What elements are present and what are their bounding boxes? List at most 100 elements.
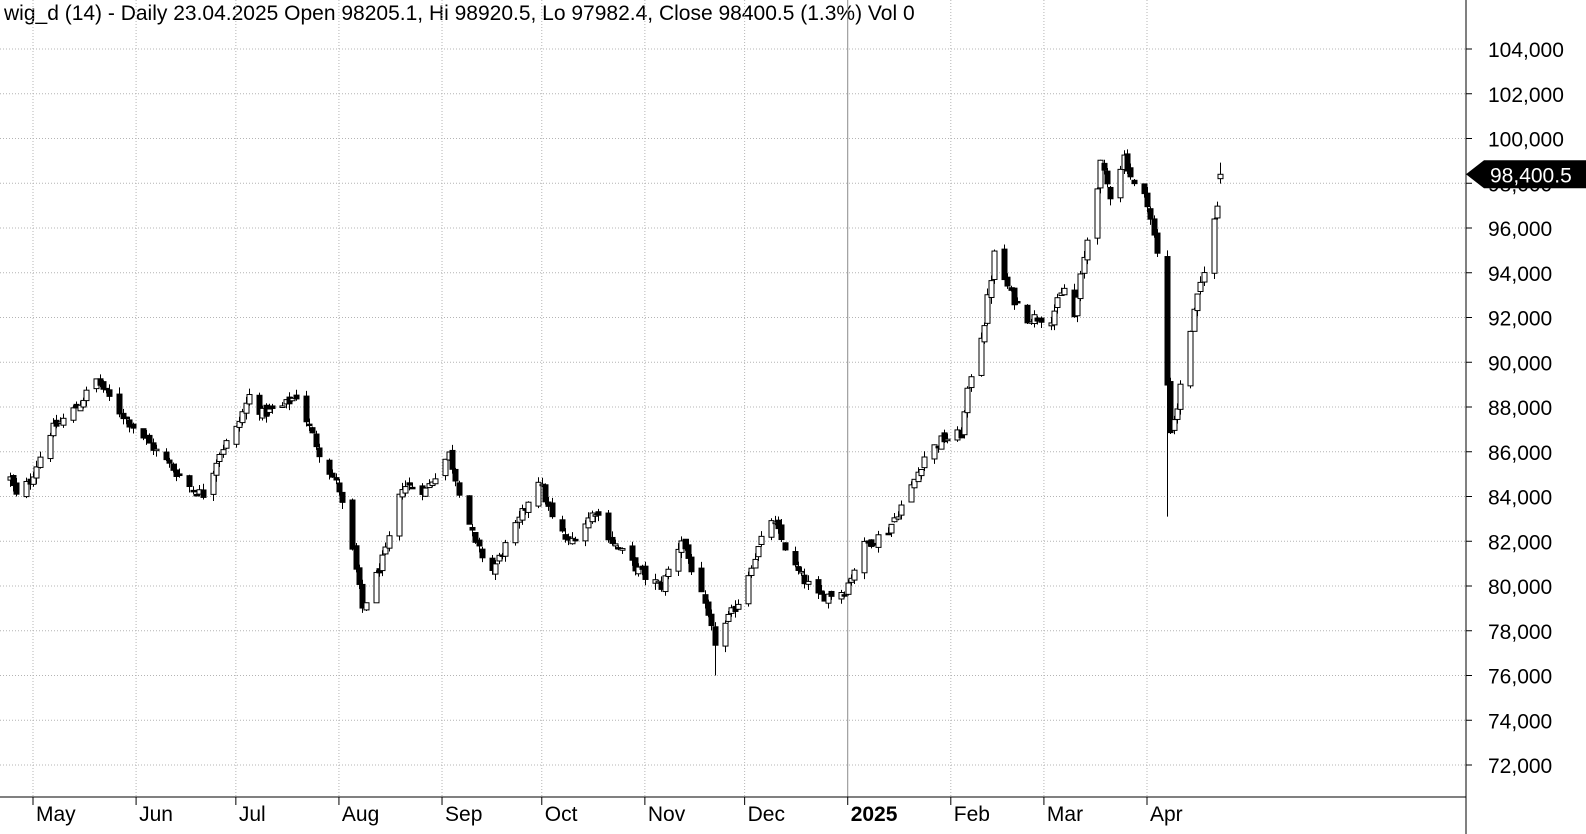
candle-body — [336, 482, 343, 493]
candle — [778, 519, 785, 543]
candle-body — [200, 489, 207, 498]
candle-body — [1101, 162, 1108, 171]
candle-body — [685, 544, 692, 559]
candle-body — [549, 502, 556, 518]
candle-body — [349, 499, 356, 550]
candle-body — [1127, 167, 1134, 178]
candle-body — [60, 417, 67, 426]
candle-body — [585, 517, 592, 529]
candle — [688, 553, 695, 575]
y-tick-label: 74,000 — [1488, 710, 1552, 733]
candle-layer — [7, 149, 1224, 676]
candle-body — [944, 438, 951, 442]
candle — [722, 620, 729, 653]
candle — [988, 275, 995, 304]
x-tick-label: Jun — [139, 803, 173, 826]
candle — [373, 570, 380, 604]
candle-body — [1077, 273, 1084, 300]
candle-body — [170, 463, 177, 471]
candle-body — [725, 613, 732, 622]
candle-body — [223, 440, 230, 449]
candle-body — [609, 536, 616, 544]
candle-body — [246, 394, 253, 405]
candle-body — [386, 535, 393, 549]
candle — [745, 571, 752, 607]
candle-body — [745, 575, 752, 605]
candle-body — [106, 389, 113, 397]
candle — [898, 500, 905, 520]
candle — [708, 609, 715, 631]
candle-body — [153, 448, 160, 452]
candle — [525, 501, 532, 519]
candle-body — [289, 397, 296, 402]
candle — [968, 374, 975, 392]
candle-body — [961, 411, 968, 436]
candle — [422, 487, 429, 497]
candle — [213, 459, 220, 482]
candle — [1004, 273, 1011, 289]
y-tick-label: 84,000 — [1488, 487, 1552, 510]
candle-body — [239, 411, 246, 424]
candle-body — [931, 444, 938, 460]
grid-layer — [0, 0, 1466, 797]
candle-body — [1004, 276, 1011, 287]
candle-body — [755, 546, 762, 558]
candle-body — [792, 551, 799, 566]
candle-body — [991, 250, 998, 280]
candle — [512, 520, 519, 546]
candle-body — [1097, 159, 1104, 189]
candle-body — [918, 469, 925, 477]
candle — [339, 491, 346, 510]
candle — [223, 438, 230, 450]
candle-body — [898, 504, 905, 516]
candle — [569, 532, 576, 545]
candle-body — [801, 574, 808, 585]
candle — [559, 515, 566, 533]
candle — [801, 568, 808, 589]
candle — [83, 386, 90, 407]
candle-body — [665, 568, 672, 577]
candle-body — [1154, 232, 1161, 254]
candle — [333, 473, 340, 485]
candle — [466, 495, 473, 525]
candle-body — [216, 454, 223, 463]
candle-body — [220, 449, 227, 455]
candle-body — [795, 566, 802, 571]
candle-body — [456, 482, 463, 496]
candle-body — [1191, 308, 1198, 332]
candle — [1191, 307, 1198, 332]
candle-body — [888, 523, 895, 534]
candle — [1051, 304, 1058, 331]
candle-body — [492, 563, 499, 575]
candle-body — [409, 486, 416, 490]
candle — [146, 433, 153, 444]
candle-body — [612, 543, 619, 547]
candle-body — [1201, 272, 1208, 283]
candle-body — [921, 456, 928, 469]
candle — [313, 430, 320, 450]
candle-body — [279, 405, 286, 408]
candle-body — [126, 419, 133, 428]
candle — [1177, 380, 1184, 415]
candle — [735, 599, 742, 610]
candle — [665, 566, 672, 580]
candle — [452, 467, 459, 487]
candle-body — [33, 466, 40, 479]
candle — [1024, 304, 1031, 325]
x-tick-label: Nov — [648, 803, 686, 826]
candle — [126, 416, 133, 433]
x-tick-label: May — [36, 803, 76, 826]
candle — [263, 403, 270, 423]
candle — [1011, 287, 1018, 310]
candle — [1084, 237, 1091, 265]
candle-body — [782, 542, 789, 551]
candle-body — [861, 540, 868, 574]
candle — [815, 576, 822, 599]
candle-body — [116, 393, 123, 415]
candle-body — [452, 468, 459, 482]
x-tick-label: Mar — [1047, 803, 1083, 826]
candle-body — [373, 571, 380, 604]
candle-body — [306, 423, 313, 427]
candle — [472, 531, 479, 544]
